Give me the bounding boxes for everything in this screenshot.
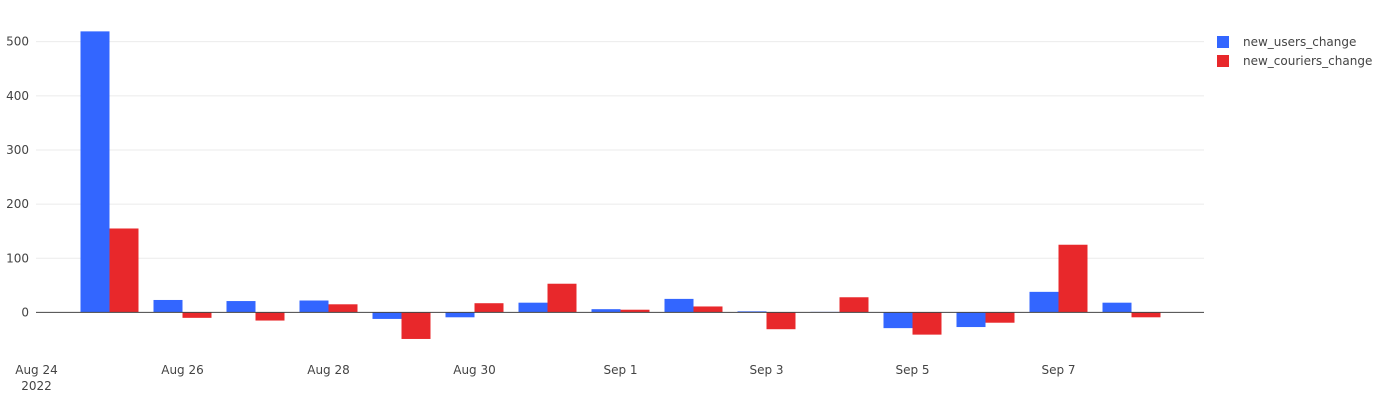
x-tick-label: Aug 28: [307, 363, 350, 377]
bar-new-couriers-change: [693, 306, 723, 313]
bar-new-couriers-change: [1131, 312, 1161, 318]
legend-label-couriers: new_couriers_change: [1243, 53, 1373, 68]
bar-new-users-change: [737, 311, 767, 313]
bar-new-users-change: [445, 312, 475, 318]
bar-new-couriers-change: [766, 312, 796, 330]
legend-item-users[interactable]: new_users_change: [1217, 32, 1372, 51]
y-tick-label: 100: [6, 251, 29, 265]
legend-item-couriers[interactable]: new_couriers_change: [1217, 51, 1372, 70]
bar-new-users-change: [226, 301, 256, 313]
bar-new-users-change: [372, 312, 402, 319]
bar-new-couriers-change: [839, 297, 869, 313]
bar-new-couriers-change: [912, 312, 942, 335]
bar-new-users-change: [1102, 302, 1132, 313]
bar-new-users-change: [518, 302, 548, 313]
bar-new-users-change: [153, 299, 183, 313]
bar-new-couriers-change: [620, 309, 650, 313]
bar-new-users-change: [80, 31, 110, 313]
bar-new-couriers-change: [985, 312, 1015, 323]
x-tick-label: Sep 1: [603, 363, 637, 377]
bar-new-users-change: [1029, 291, 1059, 313]
bar-new-users-change: [883, 312, 913, 329]
y-tick-label: 400: [6, 89, 29, 103]
bar-new-couriers-change: [255, 312, 285, 321]
legend-swatch-couriers: [1217, 54, 1229, 67]
y-tick-label: 500: [6, 35, 29, 49]
bar-new-couriers-change: [182, 312, 212, 318]
bar-new-users-change: [591, 309, 621, 313]
bar-new-users-change: [299, 300, 329, 313]
x-tick-label: Sep 7: [1041, 363, 1075, 377]
x-tick-label: Aug 24: [15, 363, 58, 377]
bar-new-users-change: [664, 298, 694, 313]
bar-new-couriers-change: [109, 228, 139, 313]
y-tick-label: 300: [6, 143, 29, 157]
bar-new-couriers-change: [474, 303, 504, 313]
bar-new-couriers-change: [547, 283, 577, 313]
legend-swatch-users: [1217, 35, 1229, 48]
bar-new-couriers-change: [1058, 244, 1088, 313]
bar-new-couriers-change: [401, 312, 431, 339]
x-tick-label: Sep 3: [749, 363, 783, 377]
x-tick-label: Aug 30: [453, 363, 496, 377]
y-tick-label: 200: [6, 197, 29, 211]
legend-label-users: new_users_change: [1243, 34, 1357, 49]
bar-new-couriers-change: [328, 304, 358, 313]
x-tick-year: 2022: [21, 379, 52, 393]
x-tick-label: Aug 26: [161, 363, 204, 377]
y-tick-label: 0: [21, 305, 29, 319]
legend: new_users_change new_couriers_change: [1217, 32, 1372, 70]
x-tick-label: Sep 5: [895, 363, 929, 377]
bar-new-users-change: [956, 312, 986, 328]
